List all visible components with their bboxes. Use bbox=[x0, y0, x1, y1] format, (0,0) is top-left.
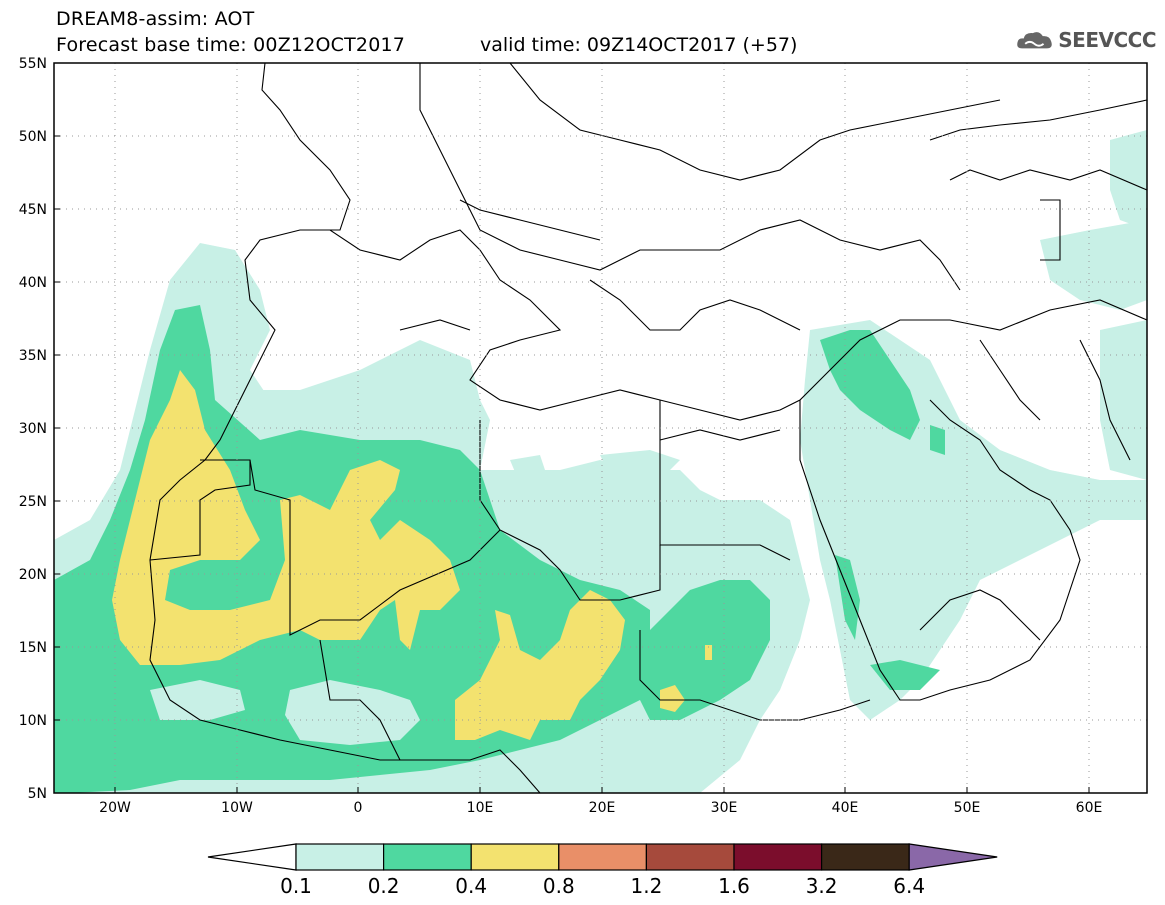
lat-label: 55N bbox=[19, 56, 47, 72]
forecast-base-time: Forecast base time: 00Z12OCT2017 bbox=[56, 34, 406, 56]
colorbar-segment bbox=[383, 843, 472, 871]
lat-label: 45N bbox=[19, 202, 47, 218]
lat-label: 25N bbox=[19, 494, 47, 510]
lat-label: 40N bbox=[19, 275, 47, 291]
lon-label: 10W bbox=[221, 800, 253, 816]
colorbar-segment bbox=[470, 843, 560, 871]
coastlines-and-borders bbox=[149, 63, 1147, 793]
lon-label: 0 bbox=[354, 800, 363, 816]
lon-label: 10E bbox=[467, 800, 494, 816]
lat-label: 15N bbox=[19, 640, 47, 656]
latitude-labels: 55N 50N 45N 40N 35N 30N 25N 20N 15N 10N … bbox=[19, 56, 47, 802]
colorbar-label: 6.4 bbox=[893, 874, 925, 898]
lon-label: 30E bbox=[711, 800, 738, 816]
lat-label: 50N bbox=[19, 129, 47, 145]
lat-label: 20N bbox=[19, 567, 47, 583]
cloud-icon bbox=[1017, 32, 1052, 49]
lat-label: 5N bbox=[28, 786, 47, 802]
longitude-labels: 20W 10W 0 10E 20E 30E 40E 50E 60E bbox=[99, 800, 1102, 816]
aot-contour-fields bbox=[54, 130, 1147, 793]
colorbar-label: 3.2 bbox=[806, 874, 838, 898]
logo-text: SEEVCCC bbox=[1058, 28, 1156, 52]
graticule bbox=[54, 63, 1147, 793]
lat-label: 35N bbox=[19, 348, 47, 364]
colorbar-segment bbox=[645, 843, 735, 871]
map-title: DREAM8-assim: AOT bbox=[56, 8, 255, 30]
colorbar-over-triangle bbox=[908, 843, 998, 871]
colorbar-segment bbox=[295, 843, 385, 871]
lon-label: 60E bbox=[1076, 800, 1103, 816]
colorbar: 0.1 0.2 0.4 0.8 1.2 1.6 3.2 6.4 bbox=[207, 843, 998, 898]
colorbar-under-triangle bbox=[207, 843, 297, 871]
lon-label: 20E bbox=[589, 800, 616, 816]
lat-label: 10N bbox=[19, 713, 47, 729]
colorbar-segment bbox=[820, 843, 910, 871]
lon-label: 40E bbox=[832, 800, 859, 816]
colorbar-label: 0.1 bbox=[280, 874, 312, 898]
lon-label: 50E bbox=[954, 800, 981, 816]
aot-level-0.1-inner bbox=[150, 680, 420, 745]
colorbar-segment bbox=[733, 843, 823, 871]
lat-label: 30N bbox=[19, 421, 47, 437]
axis-ticks bbox=[54, 135, 1090, 793]
colorbar-label: 1.6 bbox=[718, 874, 750, 898]
colorbar-label: 0.4 bbox=[455, 874, 487, 898]
colorbar-label: 0.8 bbox=[543, 874, 575, 898]
colorbar-label: 1.2 bbox=[630, 874, 662, 898]
lon-label: 20W bbox=[99, 800, 131, 816]
colorbar-segment bbox=[558, 843, 647, 871]
valid-time: valid time: 09Z14OCT2017 (+57) bbox=[480, 34, 798, 56]
colorbar-label: 0.2 bbox=[368, 874, 400, 898]
seevccc-logo: SEEVCCC bbox=[1016, 24, 1156, 56]
aot-level-0.4 bbox=[112, 370, 712, 740]
